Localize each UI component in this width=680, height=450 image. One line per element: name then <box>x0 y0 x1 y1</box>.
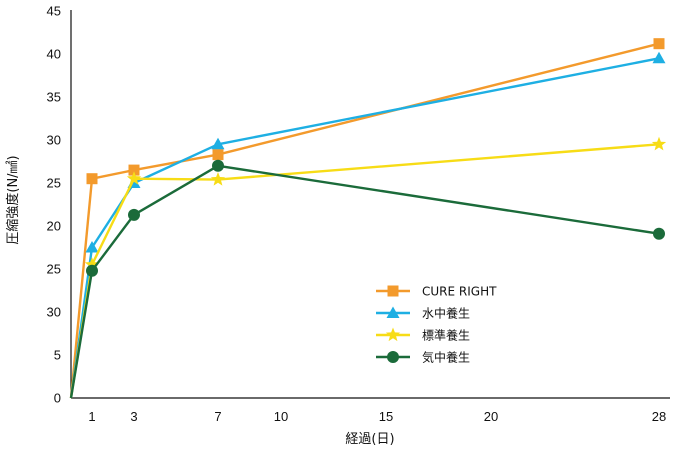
y-ticks: 0 5 30 25 20 25 30 35 40 45 <box>47 4 61 406</box>
x-tick-label: 15 <box>379 409 393 424</box>
data-point-square <box>128 164 140 176</box>
data-point-square <box>86 173 98 185</box>
y-tick-label: 25 <box>47 262 61 277</box>
legend-label: 水中養生 <box>422 306 470 321</box>
data-point-square <box>653 38 665 50</box>
data-point-star <box>651 136 667 151</box>
y-tick-label: 30 <box>47 305 61 320</box>
x-tick-label: 10 <box>274 409 288 424</box>
legend-marker-star <box>385 327 401 342</box>
x-tick-label: 1 <box>88 409 95 424</box>
axes <box>70 10 670 399</box>
data-point-circle <box>653 227 665 240</box>
data-point-circle <box>128 208 140 221</box>
data-point-star <box>84 257 100 271</box>
series-line-star <box>69 143 660 399</box>
data-point-circle <box>86 264 98 277</box>
x-axis-title: 経過(日) <box>345 432 394 447</box>
y-tick-label: 5 <box>54 348 61 363</box>
legend-label: 気中養生 <box>422 350 470 365</box>
series-line-triangle <box>69 57 660 399</box>
y-tick-label: 25 <box>47 176 61 191</box>
data-point-star <box>126 171 142 185</box>
legend-label: CURE RIGHT <box>422 285 497 299</box>
x-tick-label: 7 <box>214 409 221 424</box>
data-point-square <box>212 149 224 161</box>
y-tick-label: 0 <box>54 391 61 406</box>
x-tick-label: 3 <box>130 409 137 424</box>
legend-marker-triangle <box>386 306 400 318</box>
legend-marker-circle <box>387 351 399 363</box>
data-point-triangle <box>652 51 666 64</box>
y-axis-title: 圧縮強度(N/㎟) <box>5 155 21 244</box>
x-tick-label: 20 <box>484 409 498 424</box>
series-line-circle <box>69 164 660 399</box>
data-point-circle <box>212 159 224 172</box>
data-point-triangle <box>85 241 99 253</box>
y-tick-label: 40 <box>47 47 61 62</box>
y-tick-label: 35 <box>47 90 61 105</box>
y-tick-label: 20 <box>47 219 61 234</box>
y-tick-label: 45 <box>47 4 61 19</box>
data-point-triangle <box>211 137 225 150</box>
x-ticks: 1 3 7 10 15 20 28 <box>88 409 666 424</box>
legend-marker-square <box>387 285 399 297</box>
legend-label: 標準養生 <box>422 328 470 343</box>
y-tick-label: 30 <box>47 133 61 148</box>
series-layer <box>69 38 667 399</box>
data-point-star <box>210 172 226 186</box>
x-tick-label: 28 <box>652 409 666 424</box>
